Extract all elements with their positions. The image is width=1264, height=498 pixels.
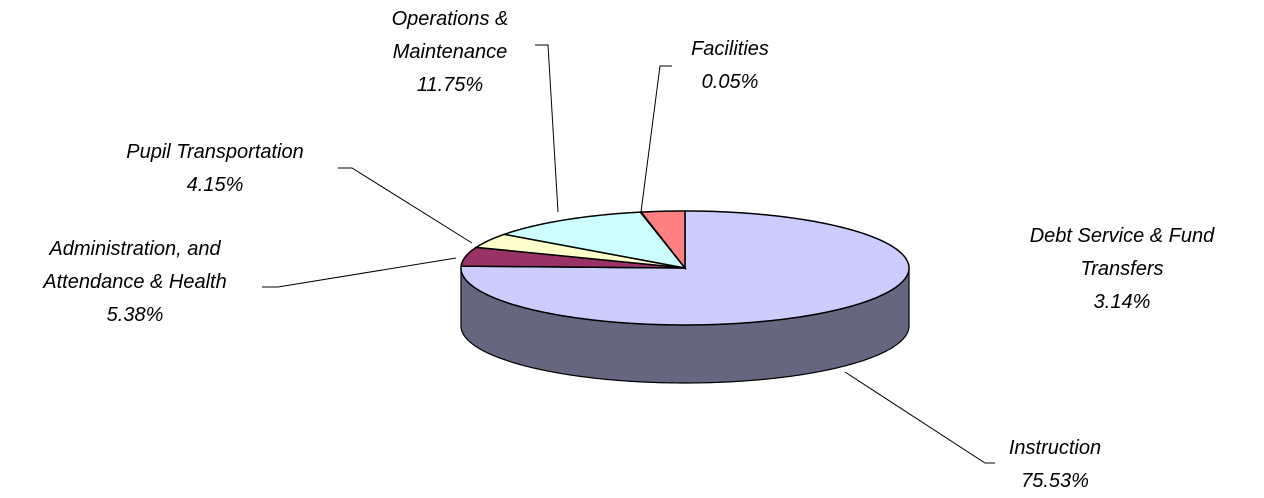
category-label: Pupil Transportation — [126, 141, 304, 163]
leader-line — [844, 371, 995, 464]
slice-label: Debt Service & Fund Transfers 3.14% — [987, 220, 1257, 319]
value-label: 4.15% — [186, 174, 244, 196]
value-label: 3.14% — [1093, 291, 1151, 313]
category-label: Facilities — [691, 38, 769, 60]
slice-label: Instruction 75.53% — [955, 432, 1155, 498]
leader-line — [535, 44, 559, 213]
value-label: 11.75% — [416, 74, 484, 96]
category-label: Instruction — [1008, 437, 1102, 459]
category-label: Debt Service & Fund Transfers — [1029, 225, 1215, 280]
category-label: Operations & Maintenance — [391, 8, 509, 63]
category-label: Administration, and Attendance & Health — [43, 238, 227, 293]
slice-label: Operations & Maintenance 11.75% — [355, 3, 545, 102]
value-label: 75.53% — [1021, 470, 1089, 492]
slice — [501, 211, 687, 270]
leader-line — [640, 65, 672, 213]
slice-label: Facilities 0.05% — [650, 33, 810, 99]
value-label: 5.38% — [106, 304, 164, 326]
leader-line — [262, 257, 457, 288]
value-label: 0.05% — [701, 71, 759, 93]
slice — [639, 210, 686, 271]
leader-line — [338, 167, 473, 244]
slice — [474, 233, 686, 269]
slice-label: Administration, and Attendance & Health 5… — [0, 233, 270, 332]
slice-label: Pupil Transportation 4.15% — [85, 136, 345, 202]
